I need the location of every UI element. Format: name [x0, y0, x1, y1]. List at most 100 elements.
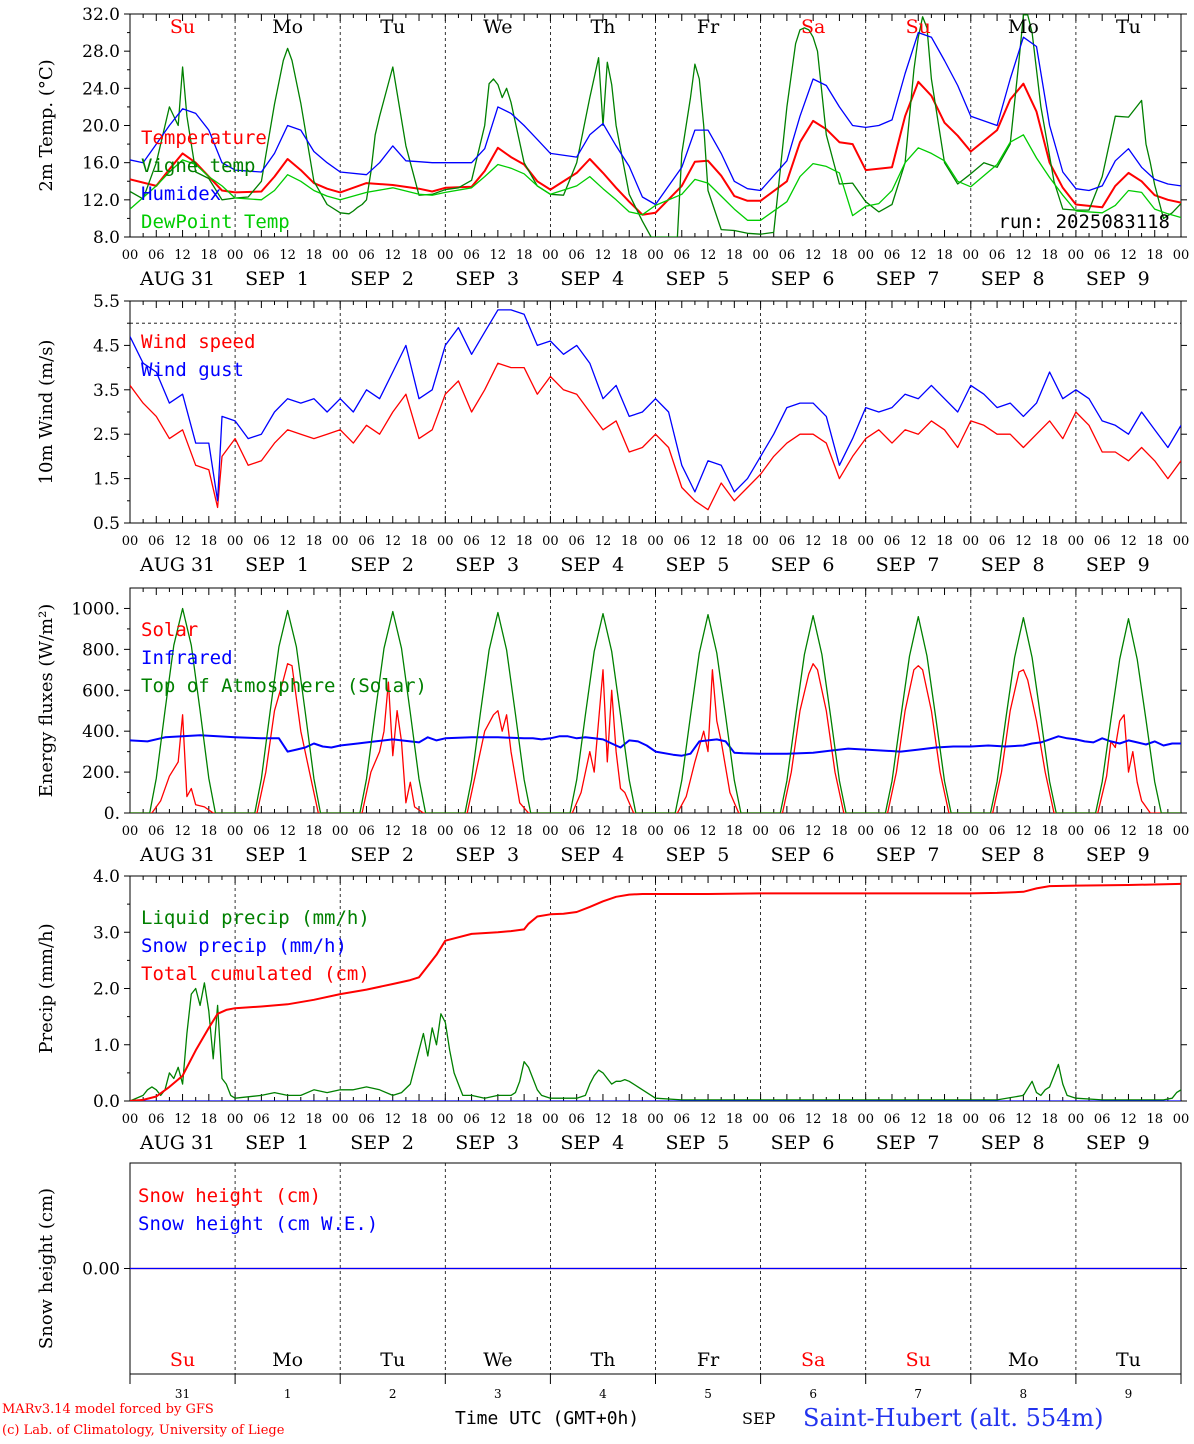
- hour-tick-label: 12: [1120, 824, 1137, 839]
- panel-energy: 0. 200. 400. 600. 800. 1000. Energy fluxes (W/…: [36, 587, 1190, 866]
- hour-tick-label: 12: [805, 1112, 822, 1127]
- hour-tick-label: 12: [1120, 248, 1137, 263]
- date-label: SEP 7: [876, 844, 940, 866]
- hour-tick-label: 18: [1041, 1112, 1058, 1127]
- hour-tick-label: 18: [306, 534, 323, 549]
- y-tick-label: 4.5: [93, 336, 120, 356]
- day-number-label: 4: [599, 1387, 607, 1401]
- hour-tick-label: 00: [647, 248, 664, 263]
- hour-tick-label: 00: [1068, 824, 1085, 839]
- hour-tick-label: 00: [647, 824, 664, 839]
- hour-tick-label: 12: [490, 248, 507, 263]
- date-label: SEP 4: [560, 268, 624, 290]
- hour-tick-label: 06: [884, 824, 901, 839]
- weekday-label: Sa: [801, 1349, 825, 1371]
- hour-tick-label: 06: [568, 824, 585, 839]
- hour-tick-label: 00: [752, 248, 769, 263]
- date-label: SEP 5: [666, 268, 730, 290]
- hour-tick-label: 00: [647, 534, 664, 549]
- weekday-label: Th: [590, 16, 615, 38]
- hour-tick-label: 18: [1041, 824, 1058, 839]
- hour-tick-label: 00: [1173, 824, 1190, 839]
- hour-tick-label: 00: [437, 248, 454, 263]
- hour-tick-label: 06: [779, 534, 796, 549]
- date-label: AUG 31: [139, 844, 215, 866]
- hour-tick-label: 18: [411, 248, 428, 263]
- hour-tick-label: 00: [122, 248, 139, 263]
- hour-tick-label: 18: [831, 1112, 848, 1127]
- day-number-label: 3: [494, 1387, 502, 1401]
- series-line-vigne-temp: [130, 14, 1181, 237]
- hour-tick-label: 18: [621, 1112, 638, 1127]
- x-axis-label: Time UTC (GMT+0h): [455, 1408, 639, 1429]
- hour-tick-label: 00: [752, 534, 769, 549]
- day-number-label: 2: [389, 1387, 397, 1401]
- hour-tick-label: 06: [463, 824, 480, 839]
- hour-tick-label: 00: [857, 534, 874, 549]
- hour-tick-label: 18: [201, 248, 218, 263]
- y-tick-label: 4.0: [93, 867, 120, 887]
- hour-tick-label: 06: [148, 248, 165, 263]
- hour-tick-label: 06: [674, 824, 691, 839]
- date-label: SEP 1: [245, 554, 309, 576]
- energy-y-axis-label: Energy fluxes (W/m²): [36, 604, 57, 798]
- day-number-label: 7: [914, 1387, 922, 1401]
- panel-wind: 0.5 1.5 2.5 3.5 4.5 5.5 10m Wind (m/s) Wind spe…: [36, 292, 1189, 576]
- y-tick-label: 800.: [82, 640, 120, 660]
- hour-tick-label: 00: [1173, 1112, 1190, 1127]
- legend-entry: Infrared: [141, 647, 233, 669]
- hour-tick-label: 06: [253, 248, 270, 263]
- legend-entry: Snow precip (mm/h): [141, 935, 347, 957]
- legend-entry: Liquid precip (mm/h): [141, 907, 370, 929]
- weekday-label: Th: [590, 1349, 615, 1371]
- hour-tick-label: 18: [1041, 248, 1058, 263]
- legend-entry: DewPoint Temp: [141, 211, 290, 233]
- station-title: Saint-Hubert (alt. 554m): [803, 1404, 1104, 1432]
- snow-y-axis-label: Snow height (cm): [36, 1188, 57, 1349]
- hour-tick-label: 18: [726, 248, 743, 263]
- hour-tick-label: 12: [1015, 534, 1032, 549]
- date-label: SEP 5: [666, 844, 730, 866]
- hour-tick-label: 00: [332, 1112, 349, 1127]
- weekday-label: Tu: [380, 16, 405, 38]
- date-label: SEP 8: [981, 268, 1045, 290]
- date-label: SEP 5: [666, 1132, 730, 1154]
- hour-tick-label: 00: [963, 248, 980, 263]
- date-label: SEP 3: [455, 844, 519, 866]
- hour-tick-label: 18: [726, 534, 743, 549]
- model-credit: MARv3.14 model forced by GFS: [2, 1402, 214, 1417]
- hour-tick-label: 00: [332, 534, 349, 549]
- y-tick-label: 16.0: [82, 154, 120, 174]
- hour-tick-label: 06: [253, 1112, 270, 1127]
- series-line-top-of-atmosphere-solar-: [130, 607, 1181, 813]
- date-label: AUG 31: [139, 268, 215, 290]
- weekday-label: Mo: [272, 1349, 303, 1371]
- hour-tick-label: 12: [490, 534, 507, 549]
- y-tick-label: 28.0: [82, 42, 120, 62]
- hour-tick-label: 18: [516, 824, 533, 839]
- date-label: SEP 2: [350, 844, 414, 866]
- hour-tick-label: 06: [674, 1112, 691, 1127]
- footer: MARv3.14 model forced by GFS (c) Lab. of…: [2, 1402, 1104, 1438]
- hour-tick-label: 00: [963, 534, 980, 549]
- legend-entry: Snow height (cm): [138, 1185, 321, 1207]
- hour-tick-label: 06: [148, 824, 165, 839]
- hour-tick-label: 18: [1146, 248, 1163, 263]
- hour-tick-label: 18: [726, 824, 743, 839]
- weekday-label: Tu: [1116, 16, 1141, 38]
- hour-tick-label: 18: [621, 824, 638, 839]
- series-line-humidex: [130, 31, 1181, 206]
- legend-entry: Wind gust: [141, 359, 244, 381]
- hour-tick-label: 12: [595, 248, 612, 263]
- weekday-label: Su: [906, 16, 931, 38]
- panel-precip: 0.0 1.0 2.0 3.0 4.0 Precip (mm/h) Liquid preci…: [36, 867, 1189, 1154]
- weekday-label: Su: [170, 16, 195, 38]
- weekday-label: Fr: [697, 1349, 720, 1371]
- y-tick-label: 3.0: [93, 923, 120, 943]
- weekday-label: We: [483, 16, 512, 38]
- hour-tick-label: 06: [989, 1112, 1006, 1127]
- panel-temperature: 8.0 12.0 16.0 20.0 24.0 28.0 32.0 2m Temp. (°C)…: [36, 5, 1189, 290]
- hour-tick-label: 12: [279, 1112, 296, 1127]
- hour-tick-label: 06: [989, 824, 1006, 839]
